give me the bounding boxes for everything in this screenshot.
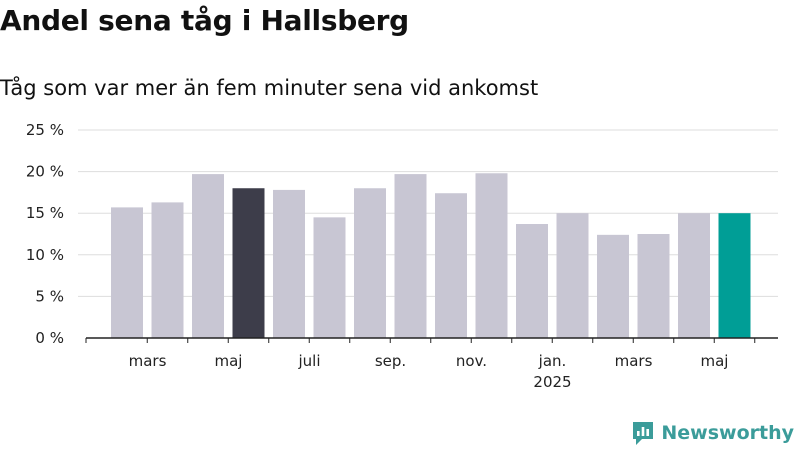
bar (556, 213, 589, 338)
bar (516, 224, 548, 338)
bar (394, 174, 427, 338)
bar (111, 207, 143, 338)
bar (718, 213, 751, 338)
bar (232, 188, 265, 338)
x-tick-label: jan. (538, 352, 567, 370)
bar (273, 189, 305, 338)
bar (475, 173, 508, 338)
chart-subtitle: Tåg som var mer än fem minuter sena vid … (0, 76, 539, 100)
newsworthy-logo-icon (633, 422, 654, 445)
bar (192, 174, 224, 338)
brand-logo: Newsworthy (631, 420, 794, 446)
bar (597, 234, 629, 338)
x-tick-label: maj (215, 352, 243, 370)
x-tick-label: sep. (375, 352, 406, 370)
bar (151, 202, 184, 338)
brand-name: Newsworthy (661, 422, 794, 444)
y-tick-label: 15 % (26, 204, 64, 222)
bar (678, 213, 710, 338)
x-tick-label: nov. (456, 352, 487, 370)
bar (313, 217, 346, 338)
x-tick-label: maj (701, 352, 729, 370)
chart-title: Andel sena tåg i Hallsberg (0, 4, 409, 37)
bar (354, 188, 386, 338)
bar (637, 234, 670, 338)
y-tick-label: 5 % (35, 287, 64, 305)
x-tick-sublabel: 2025 (533, 373, 571, 391)
y-tick-label: 20 % (26, 163, 64, 181)
y-tick-label: 10 % (26, 246, 64, 264)
x-tick-label: mars (615, 352, 653, 370)
y-tick-label: 0 % (35, 329, 64, 347)
y-tick-label: 25 % (26, 121, 64, 139)
bar (435, 193, 467, 338)
x-tick-label: juli (297, 352, 320, 370)
x-tick-label: mars (129, 352, 167, 370)
